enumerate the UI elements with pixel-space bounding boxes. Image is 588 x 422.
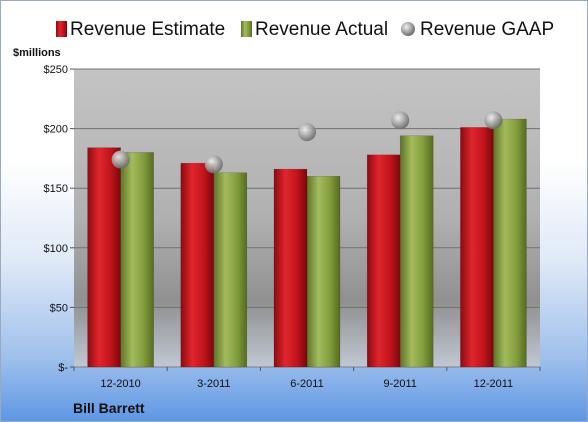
unit-label: $millions [13, 47, 61, 59]
legend-label-estimate: Revenue Estimate [70, 19, 225, 40]
y-axis: $- $50 $100 $150 $200 $250 [44, 64, 74, 374]
x-axis: 12-2010 3-2011 6-2011 9-2011 12-2011 [73, 367, 541, 390]
x-tick-label: 12-2010 [100, 378, 140, 390]
x-tick-label: 9-2011 [383, 378, 416, 390]
x-tick-label: 6-2011 [290, 378, 323, 390]
gaap-marker [298, 123, 316, 142]
legend-label-actual: Revenue Actual [255, 19, 388, 40]
y-tick-label: $100 [44, 243, 68, 255]
gaap-marker [391, 111, 410, 130]
y-tick-label: $250 [44, 64, 68, 76]
y-tick-label: $200 [44, 124, 68, 136]
bar-revenue-actual [399, 135, 434, 368]
bar-revenue-actual [213, 172, 248, 368]
legend-swatch-estimate [56, 21, 67, 37]
legend-swatch-gaap [401, 22, 415, 36]
bar-revenue-actual [120, 152, 154, 368]
x-tick-label: 3-2011 [197, 378, 230, 390]
gaap-marker [484, 111, 503, 130]
bar-revenue-estimate [180, 162, 215, 368]
bar-revenue-estimate [460, 127, 494, 368]
bar-revenue-estimate [273, 168, 308, 368]
bars [87, 118, 527, 368]
y-tick-label: $- [58, 362, 68, 374]
company-name: Bill Barrett [73, 400, 145, 416]
gaap-marker [111, 150, 130, 169]
y-tick-label: $50 [50, 302, 68, 314]
legend-swatch-actual [241, 21, 252, 37]
bar-revenue-actual [306, 176, 341, 368]
bar-revenue-estimate [366, 154, 401, 368]
gaap-marker [204, 155, 223, 174]
x-tick-label: 12-2011 [474, 378, 514, 390]
bar-revenue-estimate [87, 147, 121, 368]
legend: Revenue Estimate Revenue Actual Revenue … [56, 19, 554, 40]
y-tick-label: $150 [44, 183, 68, 195]
bar-revenue-actual [493, 118, 527, 368]
gaap-markers [111, 111, 503, 174]
legend-label-gaap: Revenue GAAP [420, 19, 554, 40]
